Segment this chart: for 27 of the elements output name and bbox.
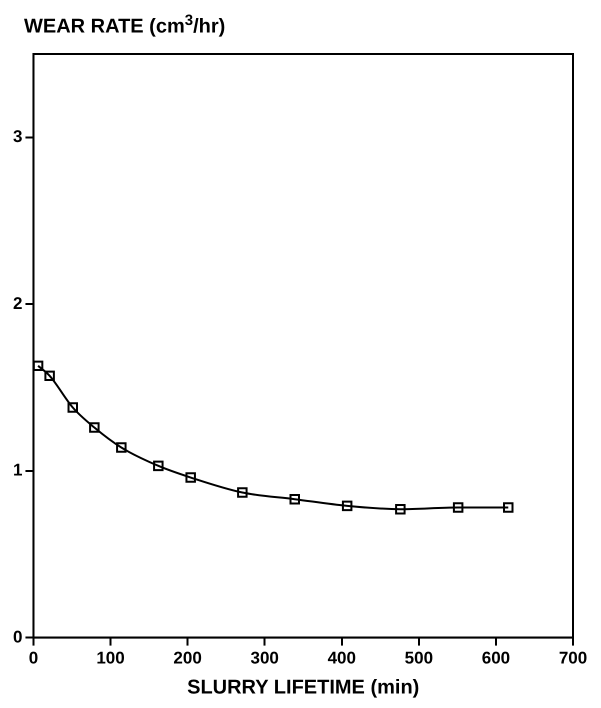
y-tick-label: 0 <box>12 627 22 646</box>
point <box>89 422 100 433</box>
point <box>33 360 44 372</box>
y-tick-label: 2 <box>12 294 22 313</box>
point <box>503 502 514 513</box>
point <box>44 370 55 382</box>
point <box>395 504 406 514</box>
y-tick-label: 3 <box>12 127 22 146</box>
point <box>237 487 248 498</box>
point <box>452 502 464 513</box>
x-tick-label: 700 <box>558 648 588 668</box>
point <box>342 500 352 512</box>
x-tick-label: 600 <box>482 648 510 668</box>
y-axis-title: WEAR RATE (cm$^{3}$/hr) <box>24 12 226 39</box>
y-tick-label: 1 <box>12 460 22 480</box>
x-tick-label: 0 <box>28 648 38 668</box>
point <box>116 442 127 453</box>
point <box>185 472 196 483</box>
point <box>153 460 164 472</box>
x-tick-label: 500 <box>404 648 434 668</box>
x-tick-label: 300 <box>250 648 279 668</box>
x-axis-title: SLURRY LIFETIME (min) <box>187 676 420 699</box>
x-tick-label: 400 <box>328 648 356 668</box>
point <box>68 402 78 413</box>
x-tick-label: 200 <box>173 648 202 668</box>
point <box>290 494 300 504</box>
x-tick-label: 100 <box>96 648 125 668</box>
